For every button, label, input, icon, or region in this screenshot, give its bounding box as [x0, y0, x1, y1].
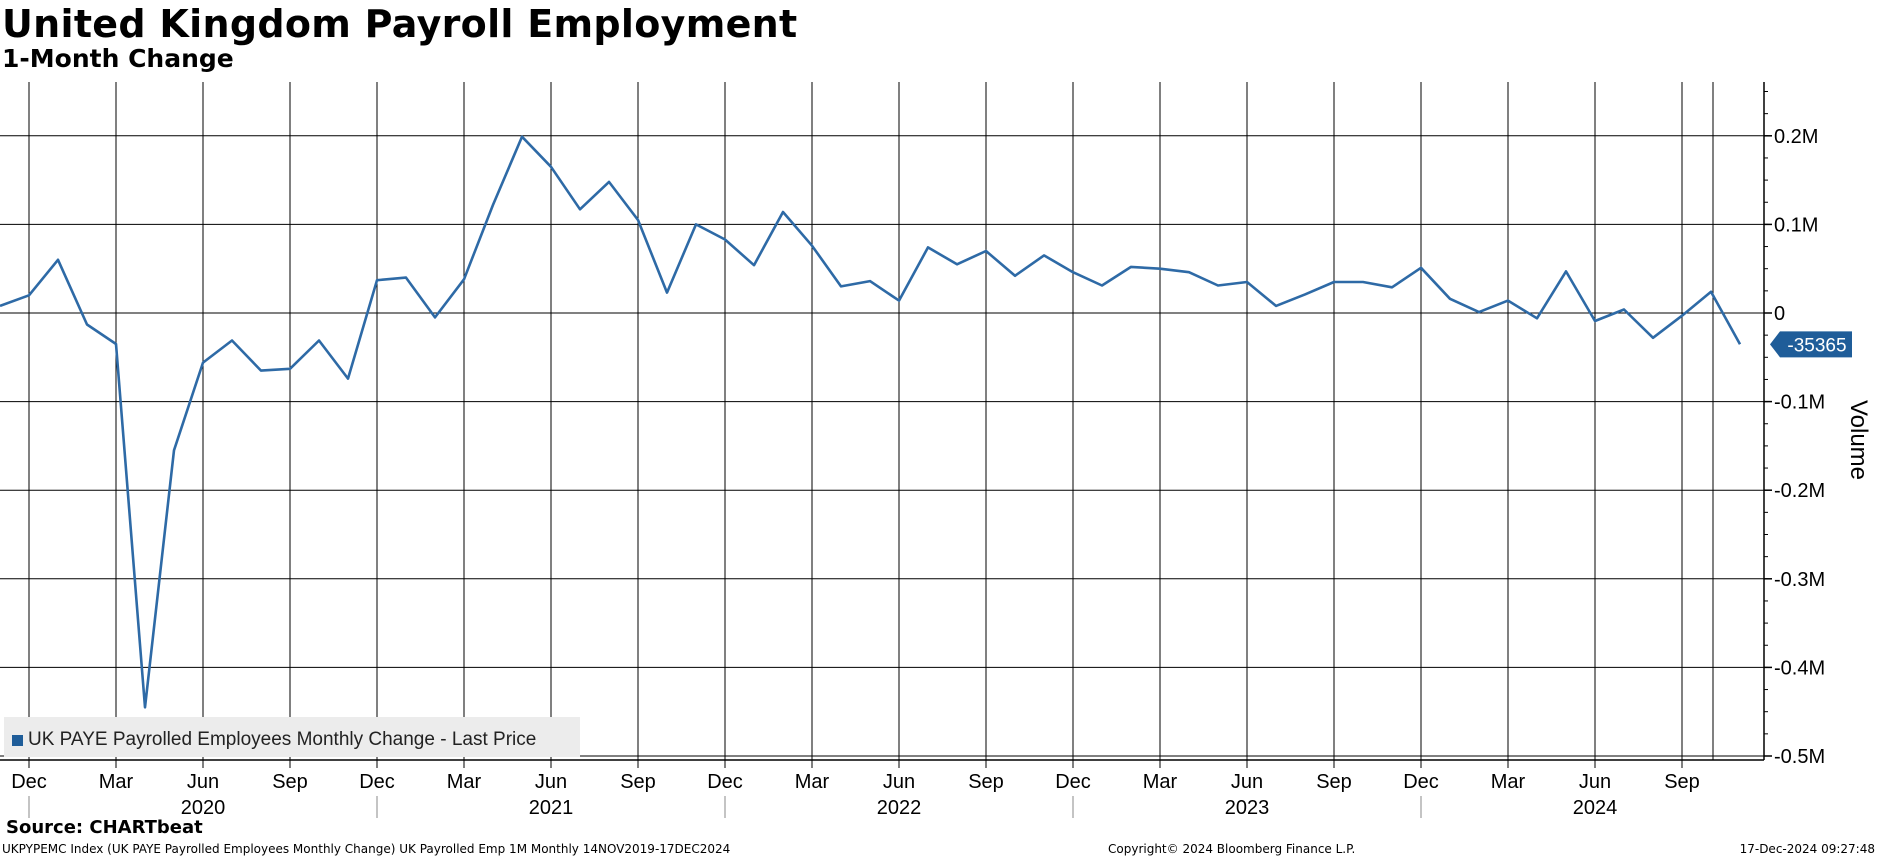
- y-tick-label: 0.2M: [1774, 126, 1818, 148]
- x-tick-label: Dec: [1403, 771, 1439, 793]
- chart-subtitle: 1-Month Change: [2, 44, 234, 73]
- x-tick-label: Dec: [359, 771, 395, 793]
- x-tick-label: Dec: [1055, 771, 1091, 793]
- x-year-label: 2020: [181, 797, 226, 819]
- x-tick-label: Mar: [1143, 771, 1178, 793]
- x-tick-label: Jun: [883, 771, 915, 793]
- source-note: Source: CHARTbeat: [6, 817, 203, 838]
- last-value-label: -35365: [1787, 335, 1846, 356]
- legend-swatch: [12, 735, 23, 746]
- x-tick-label: Mar: [447, 771, 482, 793]
- x-year-label: 2022: [877, 797, 922, 819]
- legend-box: [4, 717, 580, 757]
- x-tick-label: Jun: [187, 771, 219, 793]
- x-tick-label: Sep: [620, 771, 656, 793]
- y-tick-label: 0: [1774, 303, 1785, 325]
- legend-label: UK PAYE Payrolled Employees Monthly Chan…: [28, 729, 536, 750]
- x-tick-label: Sep: [1316, 771, 1352, 793]
- x-year-label: 2024: [1573, 797, 1618, 819]
- x-tick-label: Dec: [707, 771, 743, 793]
- y-tick-label: -0.2M: [1774, 480, 1825, 502]
- x-tick-label: Sep: [272, 771, 308, 793]
- x-year-label: 2021: [529, 797, 574, 819]
- series-line: [0, 135, 1742, 709]
- x-tick-label: Mar: [795, 771, 830, 793]
- y-tick-label: -0.1M: [1774, 392, 1825, 414]
- x-tick-label: Mar: [1491, 771, 1526, 793]
- x-tick-label: Jun: [1231, 771, 1263, 793]
- y-tick-label: -0.4M: [1774, 657, 1825, 679]
- x-tick-label: Jun: [1579, 771, 1611, 793]
- x-year-label: 2023: [1225, 797, 1270, 819]
- x-tick-label: Sep: [968, 771, 1004, 793]
- chart-title: United Kingdom Payroll Employment: [2, 2, 798, 46]
- x-tick-label: Jun: [535, 771, 567, 793]
- x-tick-label: Sep: [1664, 771, 1700, 793]
- timestamp: 17-Dec-2024 09:27:48: [1739, 842, 1875, 856]
- y-tick-label: -0.5M: [1774, 746, 1825, 768]
- x-tick-label: Dec: [11, 771, 47, 793]
- last-value-badge: [1770, 331, 1852, 358]
- copyright-note: Copyright© 2024 Bloomberg Finance L.P.: [1108, 842, 1356, 856]
- y-tick-label: 0.1M: [1774, 214, 1818, 236]
- series-description: UKPYPEMC Index (UK PAYE Payrolled Employ…: [2, 842, 731, 856]
- y-tick-label: -0.3M: [1774, 569, 1825, 591]
- y-axis-label: Volume: [1845, 400, 1872, 480]
- x-tick-label: Mar: [99, 771, 134, 793]
